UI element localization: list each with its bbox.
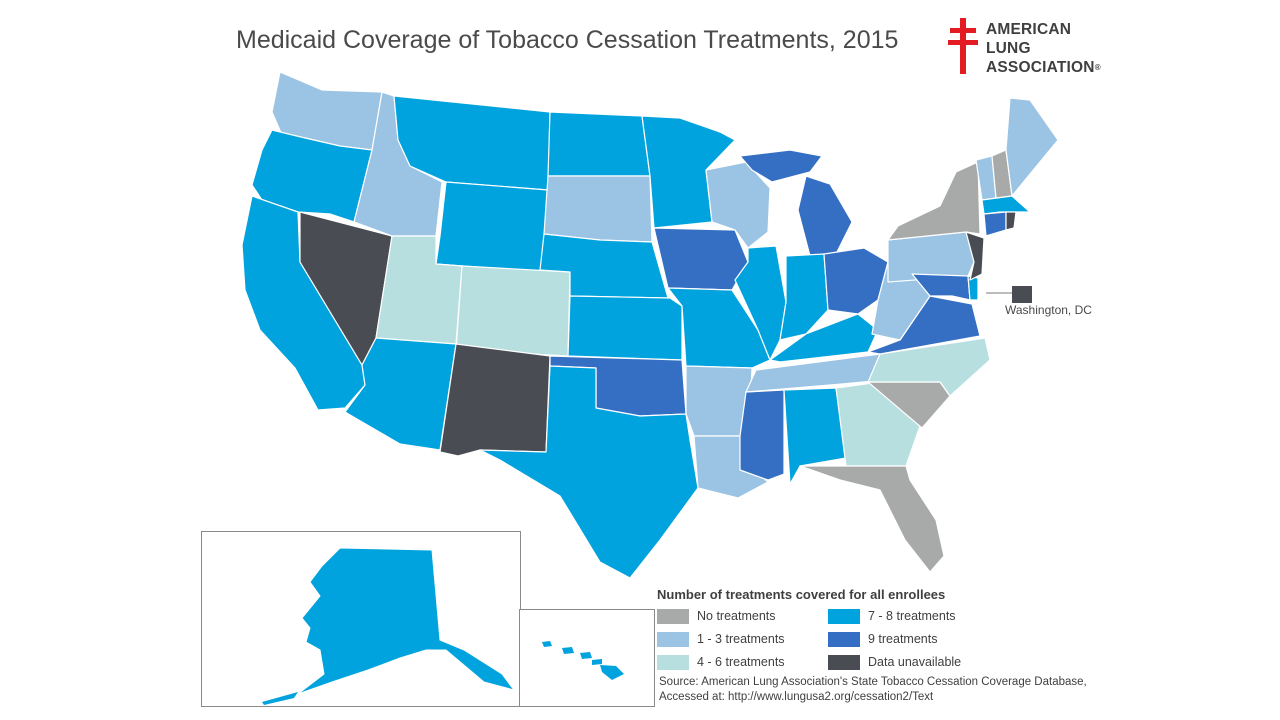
state-new-york[interactable] — [887, 161, 981, 241]
state-connecticut[interactable] — [983, 211, 1007, 237]
state-alaska[interactable] — [202, 532, 520, 706]
source-line-1: Source: American Lung Association's Stat… — [659, 676, 1087, 688]
american-lung-association-logo: AMERICAN LUNG ASSOCIATION® — [948, 18, 1118, 78]
state-michigan-upper[interactable] — [739, 149, 823, 183]
state-florida[interactable] — [799, 465, 945, 573]
legend-swatch — [828, 609, 860, 624]
alaska-inset — [201, 531, 521, 707]
state-michigan-lower[interactable] — [797, 175, 853, 257]
state-wyoming[interactable] — [435, 181, 549, 273]
logo-line-american: AMERICAN — [986, 21, 1072, 38]
legend-swatch — [828, 655, 860, 670]
state-maine[interactable] — [1005, 97, 1059, 197]
state-hawaii[interactable] — [520, 610, 654, 706]
legend-label: 1 - 3 treatments — [697, 632, 785, 646]
state-south-dakota[interactable] — [543, 175, 653, 243]
state-iowa[interactable] — [653, 227, 749, 291]
state-missouri[interactable] — [667, 287, 771, 369]
legend-swatch — [657, 632, 689, 647]
source-line-2: Accessed at: http://www.lungusa2.org/ces… — [659, 691, 934, 703]
state-mississippi[interactable] — [739, 389, 785, 481]
state-indiana[interactable] — [779, 253, 829, 341]
state-oregon[interactable] — [251, 129, 373, 223]
legend-label: 4 - 6 treatments — [697, 655, 785, 669]
washington-dc-marker[interactable] — [1012, 286, 1032, 303]
state-new-mexico[interactable] — [439, 343, 551, 457]
legend-swatch — [657, 609, 689, 624]
hawaii-inset — [519, 609, 655, 707]
legend-label: No treatments — [697, 609, 776, 623]
legend-title: Number of treatments covered for all enr… — [657, 587, 946, 602]
legend-swatch — [657, 655, 689, 670]
state-tennessee[interactable] — [745, 353, 885, 393]
source-citation: Source: American Lung Association's Stat… — [659, 675, 1087, 705]
logo-line-association: ASSOCIATION — [986, 59, 1095, 76]
state-rhode-island[interactable] — [1005, 211, 1017, 231]
state-north-dakota[interactable] — [547, 111, 651, 177]
double-barred-cross-icon — [948, 18, 978, 74]
state-north-carolina[interactable] — [867, 337, 991, 397]
state-maryland[interactable] — [911, 273, 971, 301]
state-kansas[interactable] — [567, 295, 683, 361]
state-massachusetts[interactable] — [981, 195, 1031, 215]
registered-mark: ® — [1094, 63, 1101, 72]
state-colorado[interactable] — [455, 265, 571, 357]
logo-line-lung: LUNG — [986, 40, 1031, 57]
washington-dc-label: Washington, DC — [1005, 303, 1092, 317]
legend-label: Data unavailable — [868, 655, 962, 669]
legend-label: 9 treatments — [868, 632, 938, 646]
state-texas[interactable] — [479, 365, 699, 579]
state-alabama[interactable] — [783, 387, 847, 485]
map-title: Medicaid Coverage of Tobacco Cessation T… — [236, 26, 899, 54]
legend-swatch — [828, 632, 860, 647]
legend-label: 7 - 8 treatments — [868, 609, 956, 623]
state-new-jersey[interactable] — [965, 231, 985, 281]
